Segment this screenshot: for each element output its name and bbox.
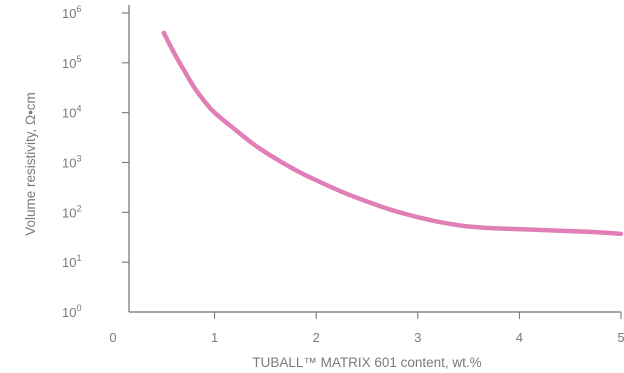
y-tick-label: 104 — [62, 104, 81, 121]
x-axis-ticks: 0 1 2 3 4 5 — [109, 312, 624, 345]
y-tick-exponent: 0 — [76, 303, 81, 313]
x-tick-label: 2 — [313, 330, 320, 345]
y-tick-exponent: 6 — [76, 4, 81, 14]
y-tick-label: 100 — [62, 303, 81, 320]
y-tick-label: 102 — [62, 203, 81, 220]
series-layer — [161, 30, 624, 237]
y-axis-label: Volume resistivity, Ω•cm — [23, 92, 38, 236]
axes — [128, 5, 621, 313]
y-tick-exponent: 2 — [76, 203, 81, 213]
y-tick-label: 101 — [62, 253, 81, 270]
y-tick-base: 10 — [62, 305, 76, 320]
x-tick-label: 5 — [617, 330, 624, 345]
y-tick-base: 10 — [62, 6, 76, 21]
x-tick-label: 0 — [109, 330, 116, 345]
y-tick-base: 10 — [62, 205, 76, 220]
y-tick-label: 106 — [62, 4, 81, 21]
y-tick-label: 103 — [62, 154, 81, 171]
y-tick-base: 10 — [62, 56, 76, 71]
y-tick-exponent: 4 — [76, 104, 81, 114]
x-tick-label: 3 — [414, 330, 421, 345]
y-tick-exponent: 3 — [76, 154, 81, 164]
y-tick-exponent: 1 — [76, 253, 81, 263]
y-tick-base: 10 — [62, 156, 76, 171]
series-line — [161, 30, 624, 237]
y-tick-label: 105 — [62, 54, 81, 71]
x-tick-label: 4 — [516, 330, 523, 345]
x-tick-label: 1 — [211, 330, 218, 345]
x-axis-label: TUBALL™ MATRIX 601 content, wt.% — [252, 355, 481, 370]
y-tick-base: 10 — [62, 255, 76, 270]
y-tick-base: 10 — [62, 106, 76, 121]
y-tick-exponent: 5 — [76, 54, 81, 64]
